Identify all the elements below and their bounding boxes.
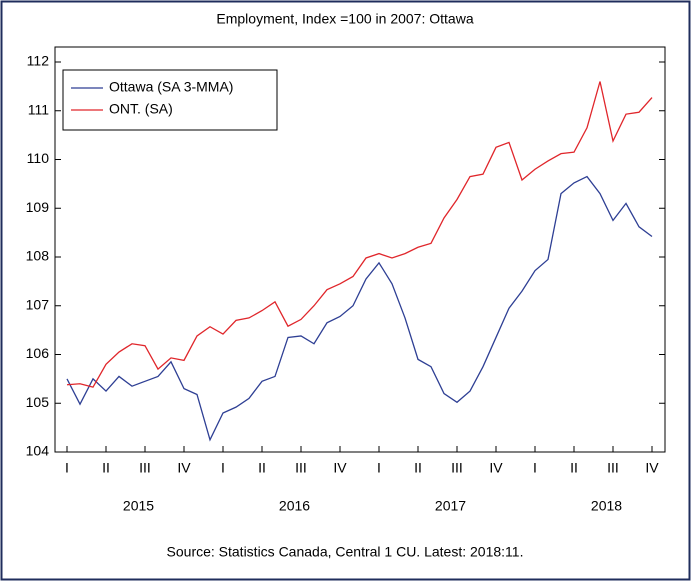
x-tick-label: IV [645, 460, 659, 476]
y-tick-label: 108 [26, 248, 50, 264]
year-label: 2018 [591, 498, 622, 514]
x-tick-label: III [607, 460, 619, 476]
legend-box [62, 69, 278, 131]
x-tick-label: IV [489, 460, 503, 476]
x-tick-label: II [102, 460, 110, 476]
x-tick-label: I [533, 460, 537, 476]
year-label: 2015 [123, 498, 154, 514]
y-tick-label: 107 [26, 296, 50, 312]
x-tick-label: III [295, 460, 307, 476]
y-tick-label: 109 [26, 199, 50, 215]
y-tick-label: 112 [27, 53, 50, 69]
x-tick-label: II [570, 460, 578, 476]
legend-label: ONT. (SA) [109, 101, 173, 117]
year-label: 2016 [279, 498, 310, 514]
chart-title: Employment, Index =100 in 2007: Ottawa [216, 11, 473, 27]
x-tick-label: I [221, 460, 225, 476]
y-tick-label: 111 [28, 101, 49, 117]
x-tick-label: I [65, 460, 69, 476]
legend-label: Ottawa (SA 3-MMA) [109, 79, 233, 95]
x-tick-label: II [414, 460, 422, 476]
series-line [66, 175, 653, 442]
year-label: 2017 [435, 498, 466, 514]
y-tick-label: 104 [26, 443, 50, 459]
x-tick-label: IV [177, 460, 191, 476]
x-tick-label: IV [333, 460, 347, 476]
x-tick-label: II [258, 460, 266, 476]
x-tick-label: I [377, 460, 381, 476]
plot-frame [54, 46, 666, 453]
y-tick-label: 106 [26, 345, 50, 361]
series-line [66, 81, 653, 388]
y-tick-label: 110 [27, 150, 50, 166]
source-note: Source: Statistics Canada, Central 1 CU.… [167, 544, 524, 560]
x-tick-label: III [139, 460, 151, 476]
x-tick-label: III [451, 460, 463, 476]
y-tick-label: 105 [26, 394, 50, 410]
